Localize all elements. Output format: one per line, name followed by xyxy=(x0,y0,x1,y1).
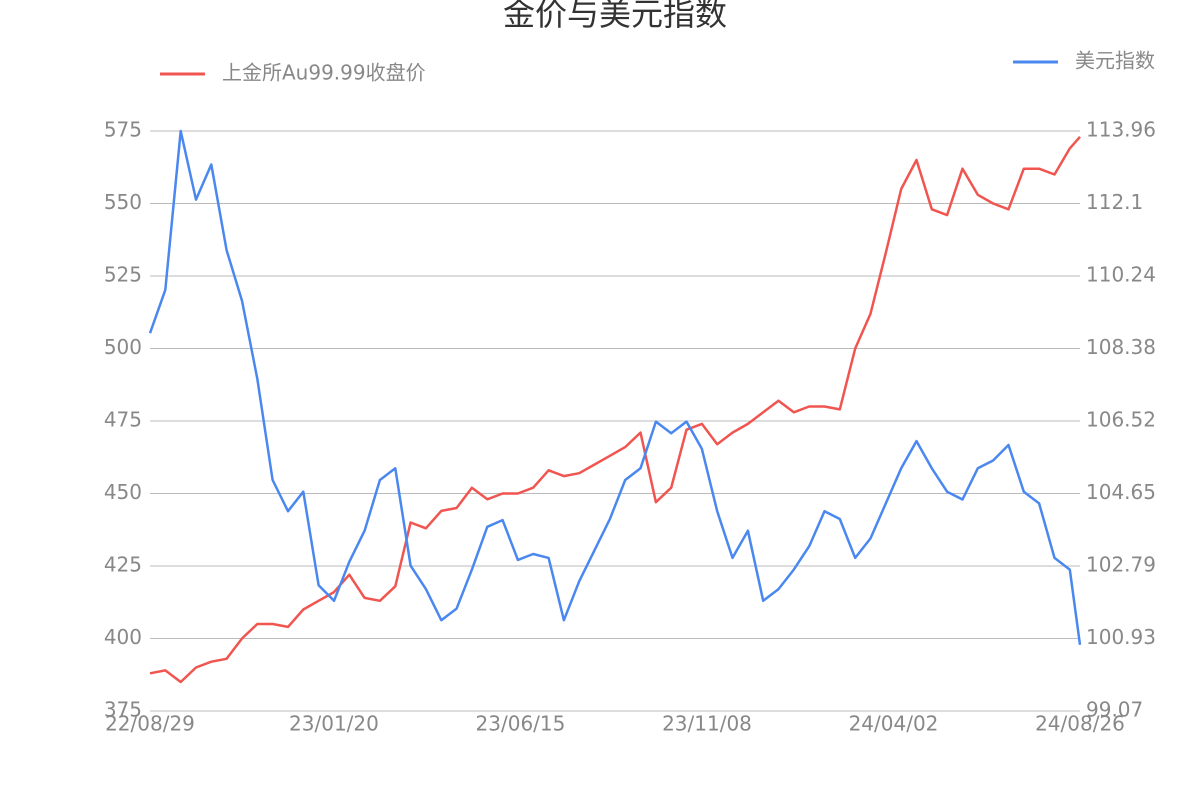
y2-tick-label: 110.24 xyxy=(1086,262,1156,286)
legend-label: 美元指数 xyxy=(1075,49,1155,73)
y2-tick-label: 108.38 xyxy=(1086,335,1156,359)
y-tick-label: 550 xyxy=(104,190,142,214)
series-line xyxy=(148,129,1082,645)
y2-tick-label: 112.1 xyxy=(1086,190,1143,214)
y-tick-label: 375 xyxy=(104,698,142,722)
x-tick-label: 23/01/20 xyxy=(289,712,379,736)
x-tick-label: 22/08/29 xyxy=(105,712,195,736)
x-tick-label: 23/11/08 xyxy=(662,712,752,736)
legend-label: 上金所Au99.99收盘价 xyxy=(222,61,426,85)
y2-tick-label: 100.93 xyxy=(1086,625,1156,649)
y-tick-label: 400 xyxy=(104,625,142,649)
series-line xyxy=(149,135,1081,684)
x-tick-label: 23/06/15 xyxy=(476,712,566,736)
y2-tick-label: 104.65 xyxy=(1086,480,1156,504)
chart-title: 金价与美元指数 xyxy=(503,0,727,33)
y-tick-label: 475 xyxy=(104,408,142,432)
y2-tick-label: 99.07 xyxy=(1086,698,1143,722)
y2-tick-label: 102.79 xyxy=(1086,553,1156,577)
y-tick-label: 525 xyxy=(104,263,142,287)
y-tick-label: 500 xyxy=(104,335,142,359)
y2-tick-label: 113.96 xyxy=(1086,118,1156,142)
y2-tick-label: 106.52 xyxy=(1086,407,1156,431)
y-tick-label: 450 xyxy=(104,480,142,504)
y-tick-label: 575 xyxy=(104,118,142,142)
x-tick-label: 24/08/26 xyxy=(1035,712,1125,736)
x-tick-label: 24/04/02 xyxy=(849,712,939,736)
y-tick-label: 425 xyxy=(104,553,142,577)
